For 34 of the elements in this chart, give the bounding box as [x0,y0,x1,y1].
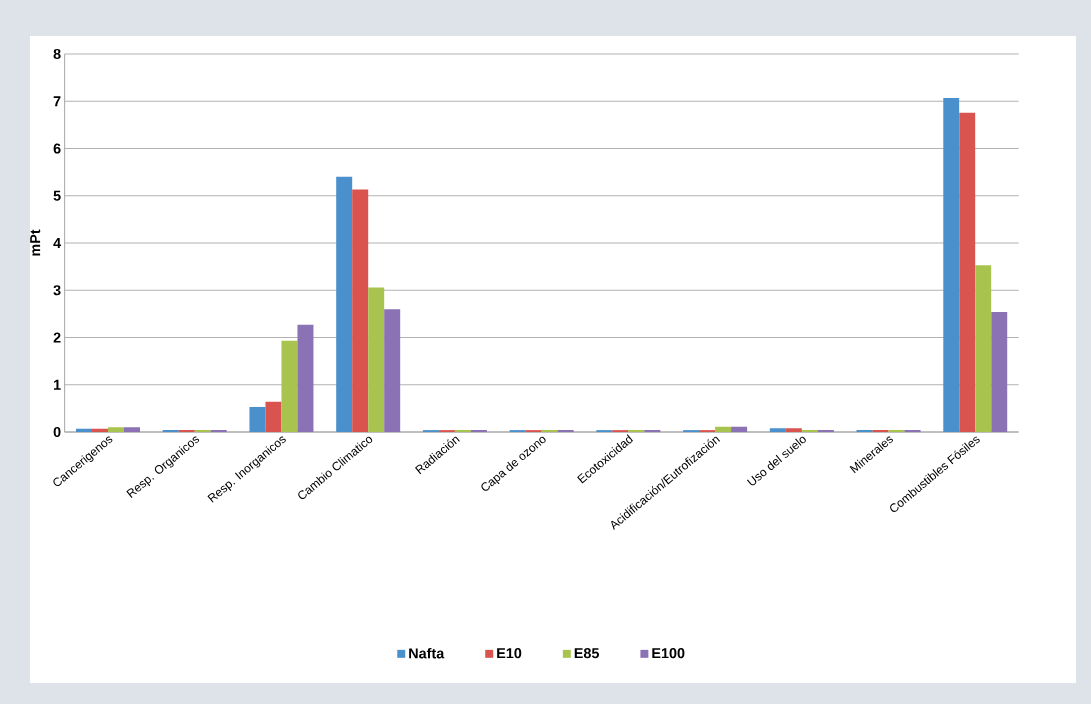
y-tick-label: 2 [53,332,61,343]
bar [76,428,92,432]
legend-label: Nafta [409,647,445,659]
bar [975,265,992,432]
bar [959,112,976,432]
bar [124,427,140,432]
bar [336,176,353,432]
y-tick-label: 4 [53,238,62,248]
bar [991,311,1008,432]
y-tick-label: 0 [53,426,61,438]
bar [785,428,802,432]
bar [297,324,314,432]
legend-label: E100 [652,648,685,659]
bar [769,428,786,432]
y-tick-label: 3 [53,285,61,296]
bar [249,406,266,432]
y-tick-label: 5 [53,190,61,201]
bar [265,401,282,432]
legend-label: E85 [574,648,600,659]
y-tick-label: 1 [54,379,61,390]
y-axis-title: mPt [30,229,41,256]
bar [731,426,748,432]
bar [108,427,124,432]
bar [281,340,298,432]
bar [368,287,385,432]
bar [352,189,369,432]
bar [384,309,401,432]
bar [92,428,108,432]
bar [715,426,732,432]
y-tick-label: 8 [53,48,61,60]
y-tick-label: 6 [53,143,61,154]
y-tick-label: 7 [53,96,61,107]
bar [943,97,960,432]
legend-label: E10 [497,648,522,659]
